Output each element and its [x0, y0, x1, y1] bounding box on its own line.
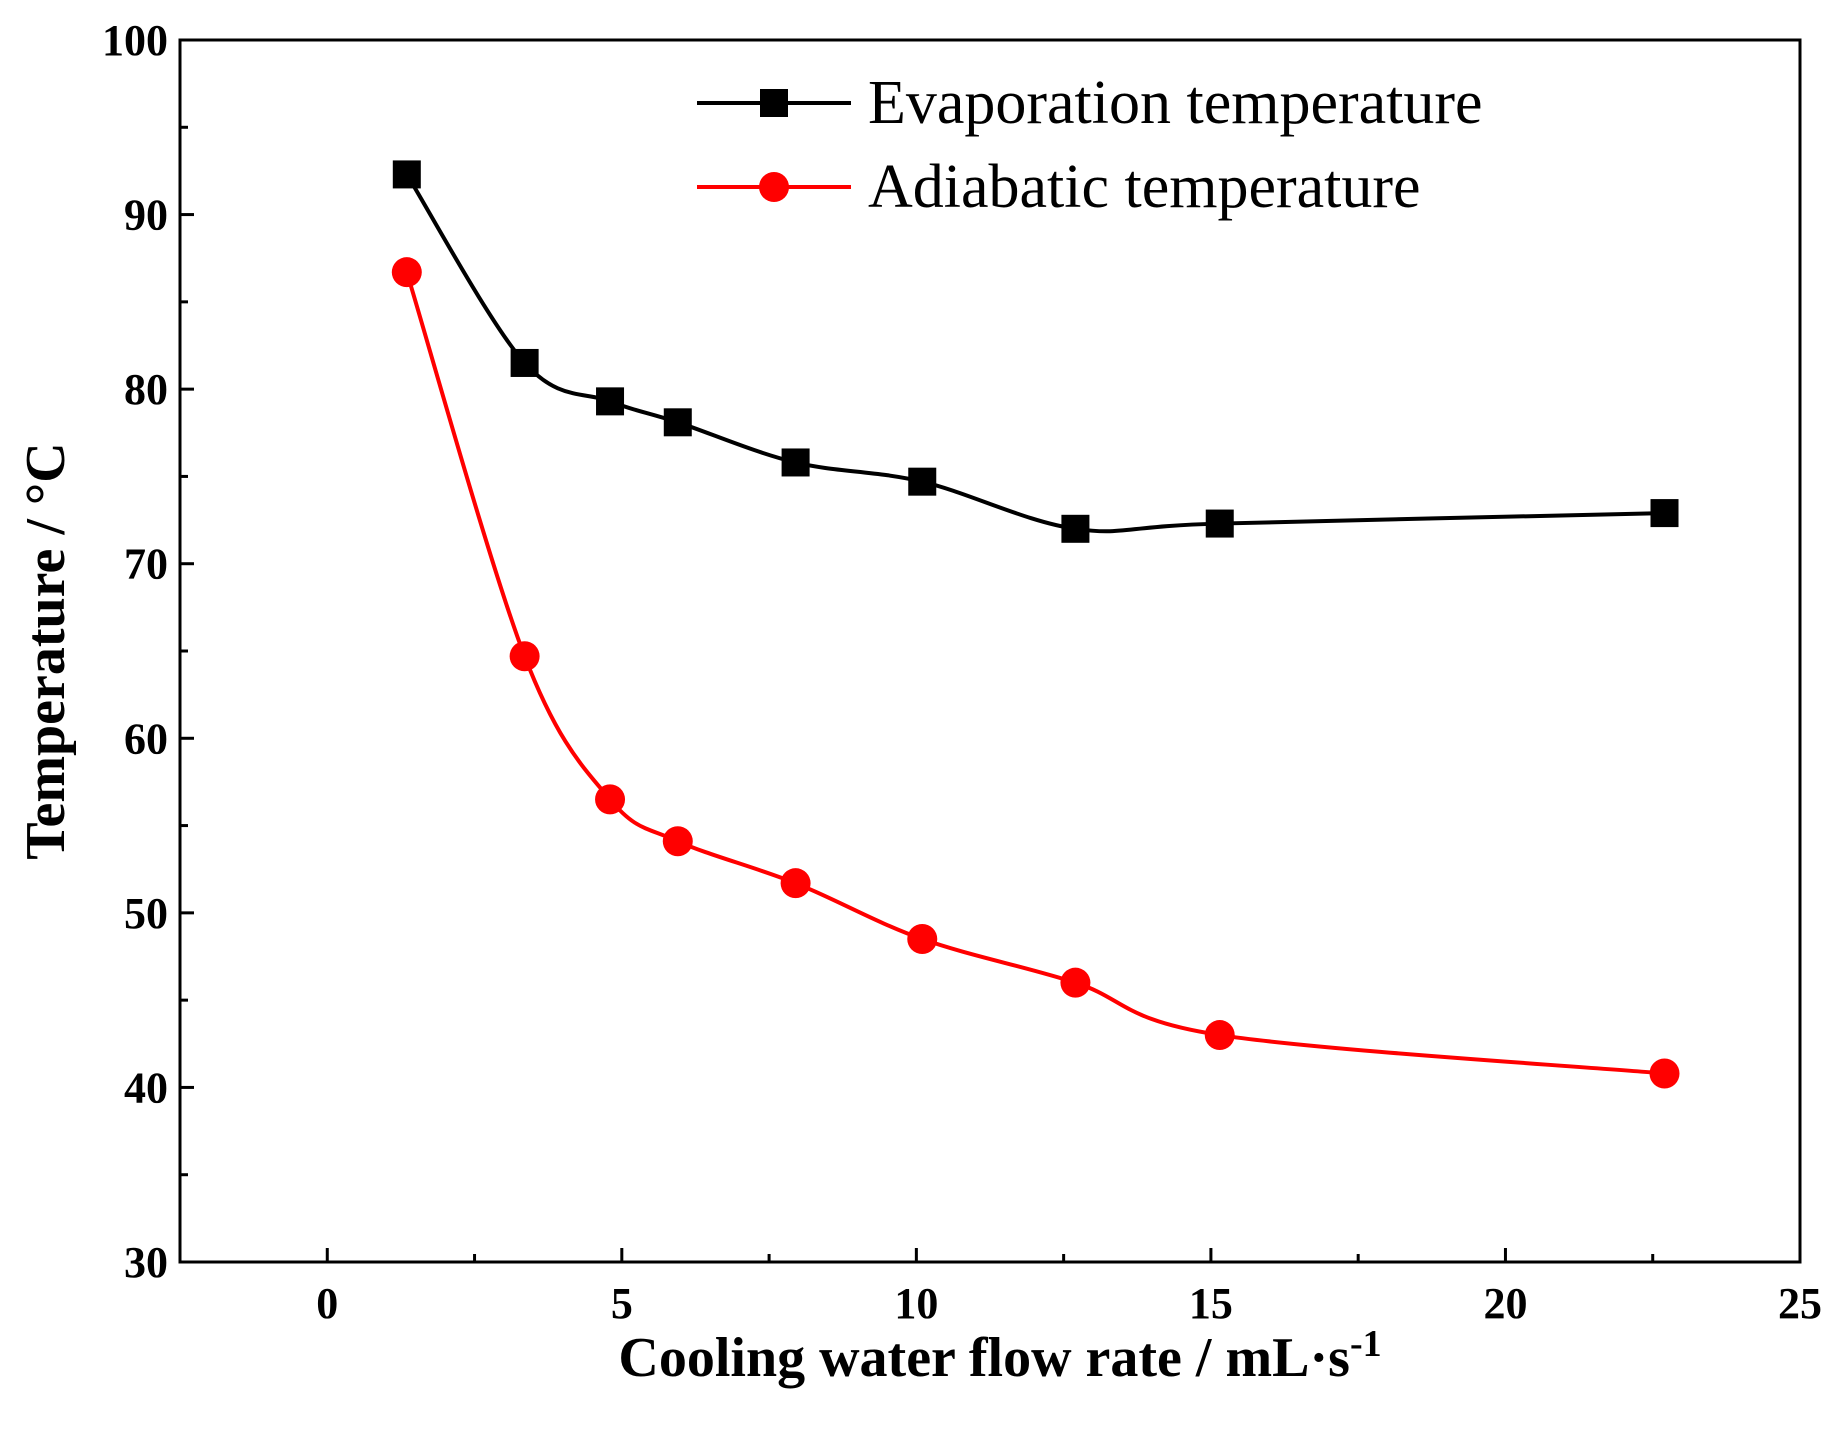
- data-point: [662, 826, 693, 857]
- legend: Evaporation temperature Adiabatic temper…: [697, 69, 1483, 221]
- data-point: [1061, 514, 1090, 543]
- data-point: [510, 348, 539, 377]
- y-axis-title: Temperature / °C: [15, 442, 77, 859]
- x-axis-title-superscript: -1: [1350, 1323, 1382, 1365]
- plot-frame: [178, 38, 1802, 1264]
- series-adiabatic: [391, 257, 1680, 1089]
- y-tick-label: 50: [124, 889, 168, 938]
- x-tick-label: 5: [611, 1279, 633, 1328]
- data-point: [1205, 509, 1234, 538]
- data-point: [392, 160, 421, 189]
- series-line: [404, 271, 1665, 1076]
- series-evaporation: [392, 160, 1679, 543]
- y-tick-label: 60: [124, 714, 168, 763]
- x-tick-label: 15: [1189, 1279, 1233, 1328]
- data-point: [663, 408, 692, 437]
- data-point: [781, 448, 810, 477]
- data-point: [1060, 967, 1091, 998]
- legend-marker-adiabatic: [759, 172, 789, 202]
- data-point: [595, 784, 626, 815]
- data-point: [780, 868, 811, 899]
- x-tick-label: 25: [1778, 1279, 1822, 1328]
- y-tick-label: 70: [124, 540, 168, 589]
- x-axis-title: Cooling water flow rate / mL·s-1: [618, 1323, 1381, 1389]
- y-tick-label: 30: [124, 1238, 168, 1287]
- x-axis-title-main: Cooling water flow rate / mL·s: [618, 1327, 1350, 1389]
- legend-marker-evaporation: [760, 89, 788, 117]
- y-axis: 30 40 50 60 70 80 90 100: [102, 16, 194, 1287]
- legend-label-evaporation: Evaporation temperature: [868, 69, 1483, 137]
- y-tick-label: 40: [124, 1063, 168, 1112]
- y-tick-label: 80: [124, 365, 168, 414]
- data-point: [1649, 1058, 1680, 1089]
- series-layer: [391, 160, 1680, 1089]
- x-tick-label: 0: [316, 1279, 338, 1328]
- legend-label-adiabatic: Adiabatic temperature: [868, 153, 1421, 221]
- data-point: [509, 641, 540, 672]
- series-line: [405, 173, 1665, 534]
- data-point: [1650, 499, 1679, 528]
- y-tick-label: 100: [102, 16, 168, 65]
- data-point: [1204, 1020, 1235, 1051]
- x-axis: 0 5 10 15 20 25: [316, 1248, 1822, 1328]
- x-tick-label: 20: [1483, 1279, 1527, 1328]
- y-tick-label: 90: [124, 191, 168, 240]
- data-point: [907, 924, 938, 955]
- data-point: [908, 467, 937, 496]
- x-tick-label: 10: [894, 1279, 938, 1328]
- data-point: [596, 387, 625, 416]
- data-point: [391, 257, 422, 288]
